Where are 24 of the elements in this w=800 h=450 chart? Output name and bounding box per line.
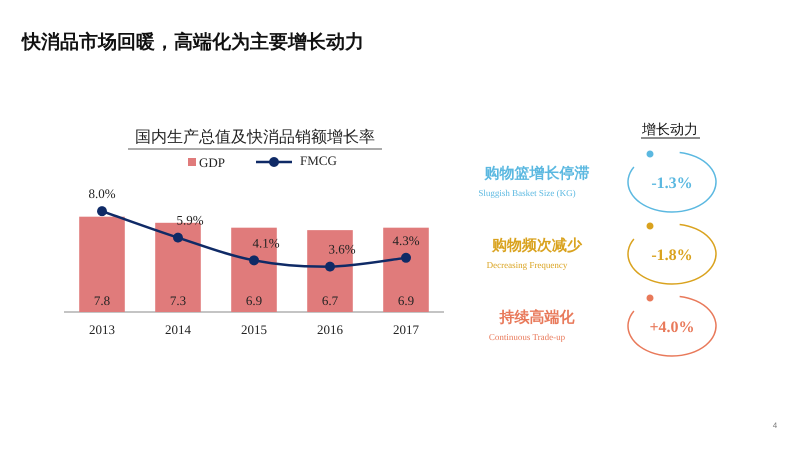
title: 快消品市场回暖，高端化为主要增长动力 <box>22 32 364 53</box>
legend-label: GDP <box>199 155 226 170</box>
item-sublabel: Continuous Trade-up <box>488 332 566 342</box>
x-tick-label: 2016 <box>317 322 343 337</box>
legend-label: FMCG <box>300 153 337 168</box>
x-tick-label: 2013 <box>89 322 115 337</box>
data-label: 4.3% <box>392 232 420 248</box>
item-sublabel: Decreasing Frequency <box>486 260 568 270</box>
item-sublabel: Sluggish Basket Size (KG) <box>478 188 576 198</box>
item-label: 购物频次减少 <box>492 237 582 254</box>
data-label: 7.8 <box>94 293 110 308</box>
data-label: 7.3 <box>170 293 186 308</box>
item-label: 持续高端化 <box>500 309 574 326</box>
data-label: 8.0% <box>88 186 116 202</box>
data-label: 6.9 <box>246 293 262 308</box>
annotation: 4 <box>772 421 778 430</box>
title: 增长动力 <box>642 121 698 137</box>
x-tick-label: 2015 <box>241 322 267 337</box>
data-label: 6.7 <box>322 293 338 308</box>
data-label: 6.9 <box>398 293 414 308</box>
subtitle: 国内生产总值及快消品销额增长率 <box>135 129 375 146</box>
item-label: 购物篮增长停滞 <box>484 165 590 182</box>
x-tick-label: 2017 <box>393 322 419 337</box>
x-tick-label: 2014 <box>165 322 191 337</box>
